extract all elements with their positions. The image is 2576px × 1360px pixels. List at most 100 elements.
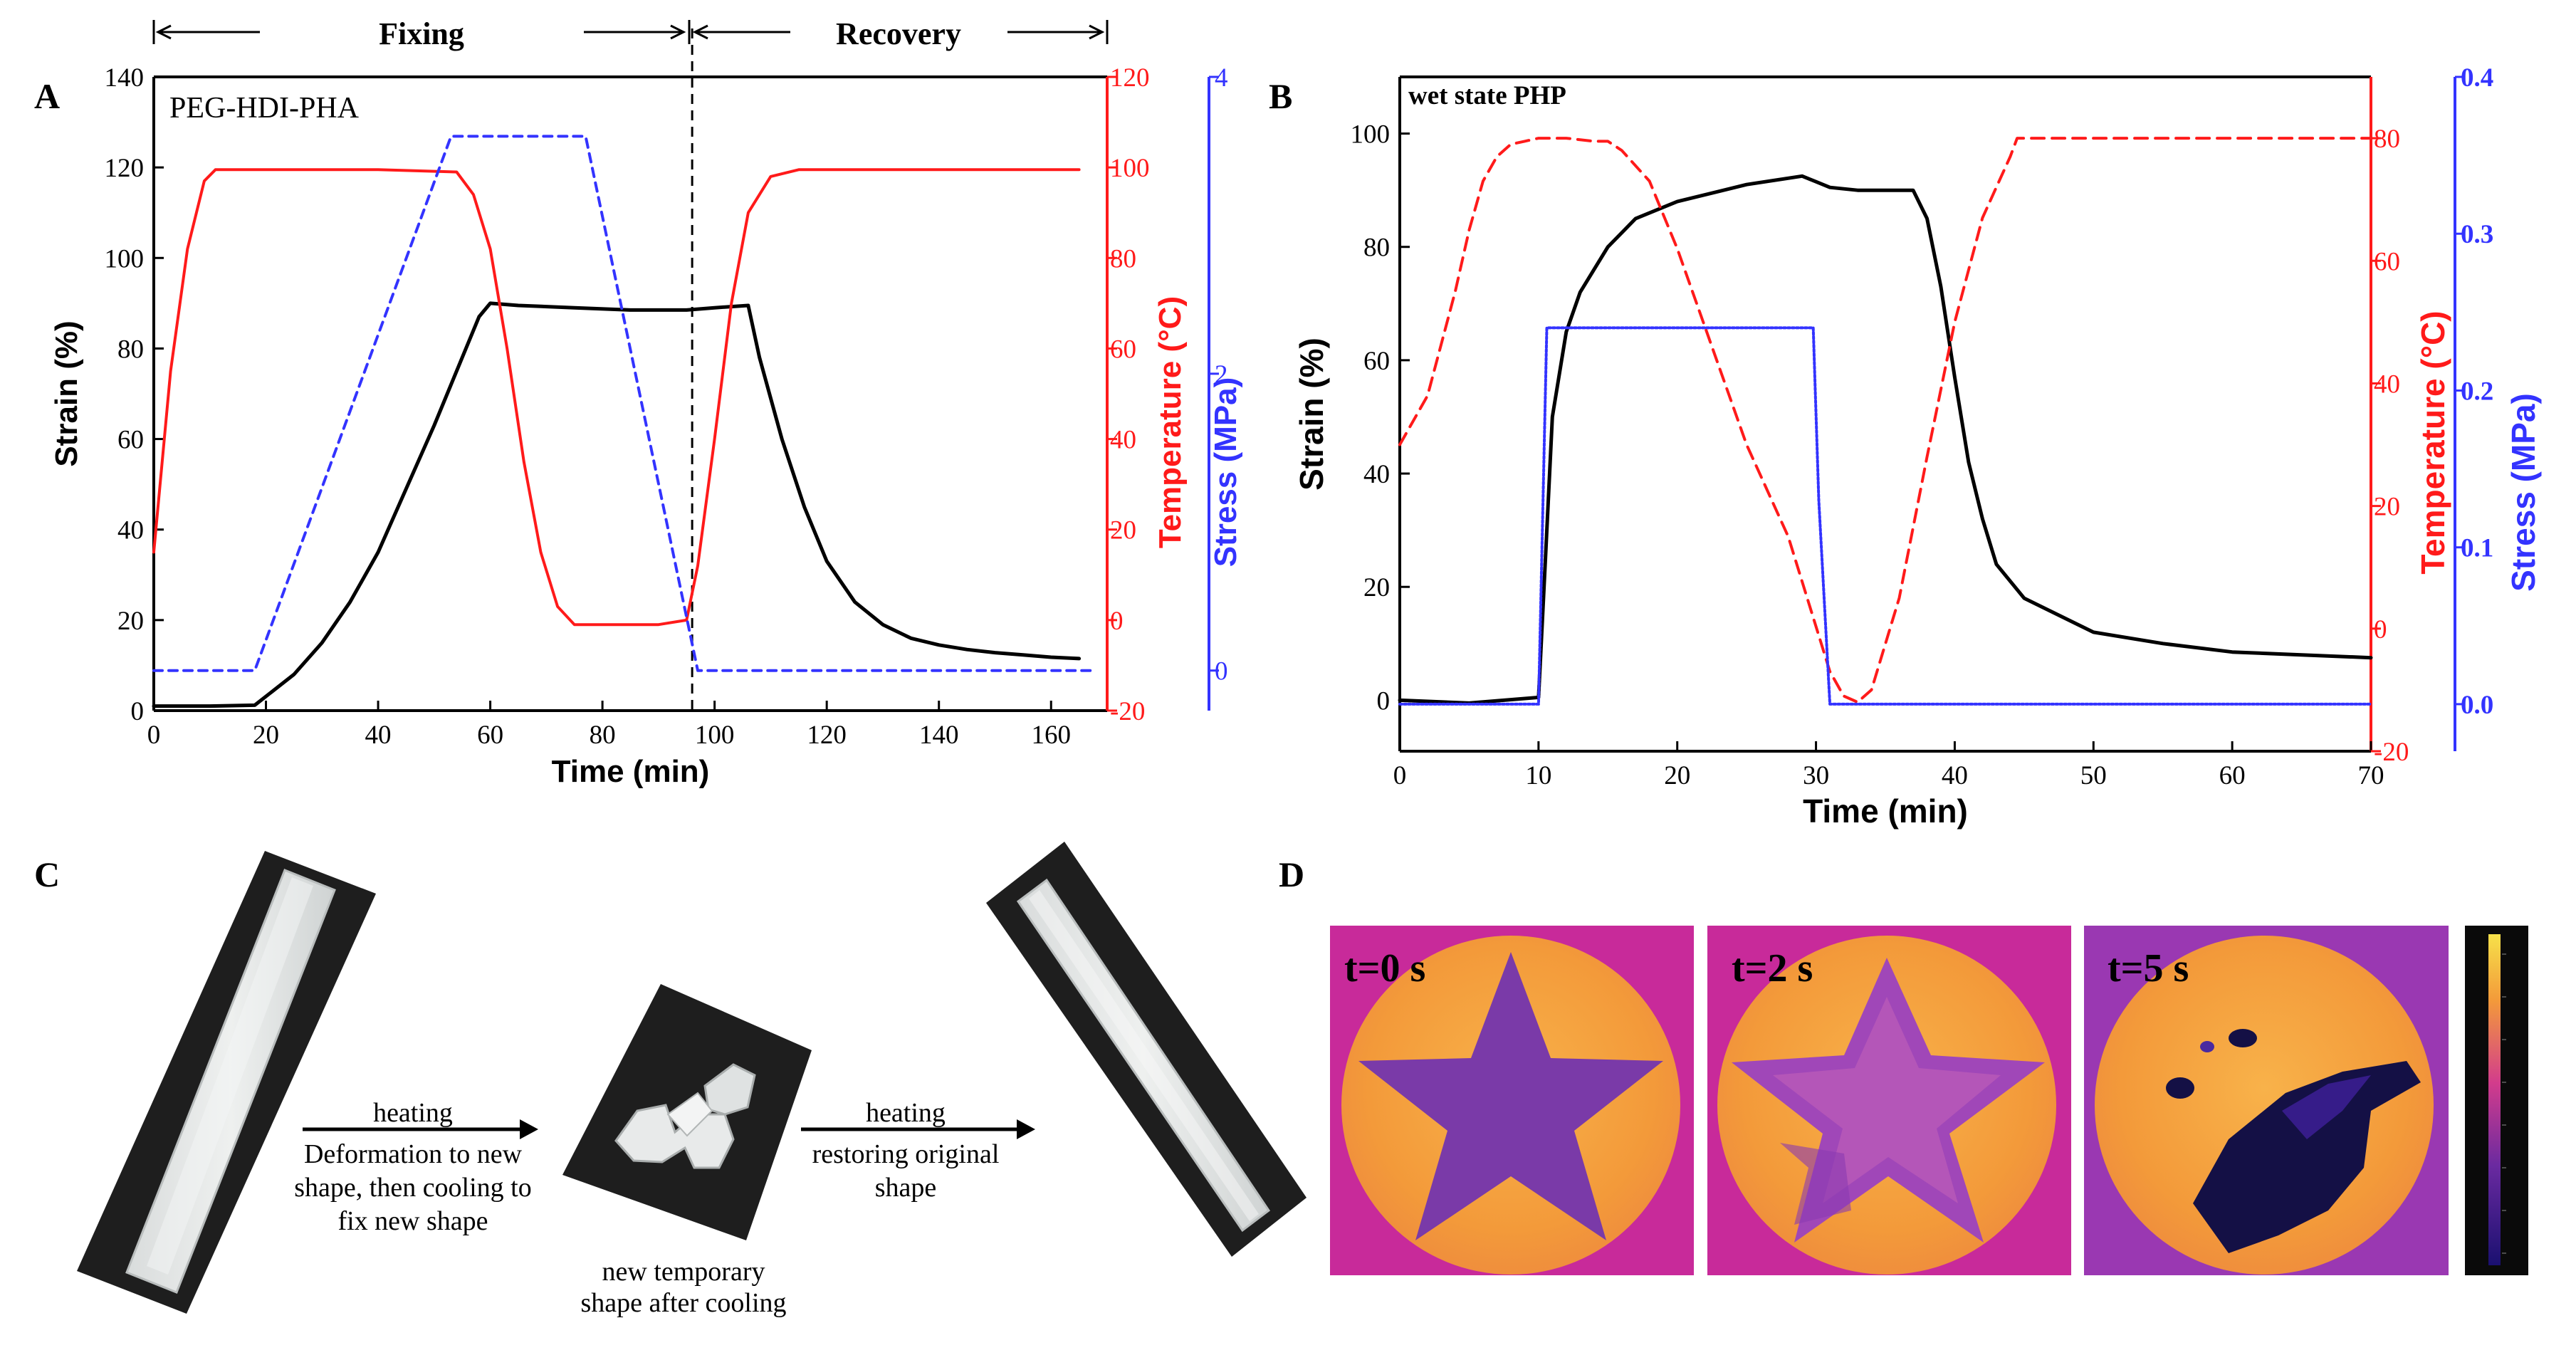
- y-tick-label: 80: [1363, 234, 1390, 263]
- arrow1-bottom-line2: shape, then cooling to: [294, 1173, 531, 1203]
- y3-tick-label: 2: [1215, 360, 1228, 389]
- arrow-heating-1: [303, 1119, 538, 1139]
- x-tick-label: 80: [590, 721, 616, 750]
- x-axis-title: Time (min): [552, 754, 710, 789]
- x-tick-label: 40: [365, 721, 392, 750]
- chart-a: 0 20 40 60 80 100 120 140 160020406080100120140-…: [49, 28, 1243, 789]
- panel-d: D t=0 s t=2 s t=5 s: [1279, 854, 2528, 1275]
- y2-tick-label: -20: [2374, 738, 2409, 767]
- arrow-heating-2: [801, 1119, 1035, 1139]
- thermo-frame-5s: t=5 s: [2084, 926, 2449, 1275]
- panel-a: A Fixing Recovery 0 20 40 60 80 100 120 140 1600…: [34, 16, 1243, 789]
- x-tick-label: 140: [919, 721, 959, 750]
- y3-axis-title: Stress (MPa): [1208, 377, 1243, 567]
- y-tick-label: 140: [105, 63, 145, 93]
- photo-restored-strip: [986, 842, 1307, 1257]
- chart-b: 0 10 20 30 40 50 60 70 0 20 40 60 80 100 -20 0 20 40 60 80 0…: [1293, 63, 2542, 830]
- y3-tick-label: 0.1: [2461, 534, 2493, 563]
- thermo-frame-2s: t=2 s: [1707, 926, 2071, 1275]
- y2-tick-label: 20: [2374, 493, 2400, 522]
- arrow1-top-label: heating: [373, 1098, 453, 1128]
- series-line-temperature: [152, 168, 1081, 627]
- y-tick-label: 20: [1363, 573, 1390, 602]
- frame3-label: t=5 s: [2108, 946, 2189, 990]
- x-tick-label: 50: [2080, 761, 2107, 790]
- chart-inner-title: wet state PHP: [1408, 81, 1566, 110]
- arrow1-bottom-line3: fix new shape: [337, 1206, 488, 1236]
- y3-tick-label: 0.0: [2461, 691, 2493, 720]
- frame2-label: t=2 s: [1732, 946, 1813, 990]
- series-line-stress: [152, 135, 1092, 672]
- arrow2-bottom-line2: shape: [875, 1173, 937, 1203]
- y2-tick-label: 20: [1110, 516, 1136, 545]
- panel-b-letter: B: [1269, 76, 1292, 116]
- panel-c-letter: C: [34, 854, 60, 894]
- y-tick-label: 0: [1377, 686, 1391, 716]
- y2-tick-label: 60: [1110, 335, 1136, 364]
- x-tick-label: 0: [147, 721, 161, 750]
- y-tick-label: 100: [1351, 120, 1391, 150]
- y2-tick-label: 0: [1110, 607, 1124, 636]
- y-tick-label: 80: [117, 335, 144, 364]
- y-tick-label: 120: [105, 154, 145, 183]
- y-tick-label: 60: [117, 426, 144, 455]
- y2-tick-label: 80: [1110, 244, 1136, 273]
- series-line-strain: [152, 301, 1082, 708]
- x-tick-label: 160: [1031, 721, 1071, 750]
- chart-inner-title: PEG-HDI-PHA: [169, 92, 360, 125]
- x-tick-label: 30: [1803, 761, 1829, 790]
- y3-axis-title: Stress (MPa): [2505, 393, 2542, 592]
- y2-tick-label: -20: [1110, 697, 1145, 726]
- thermo-colorbar: [2465, 926, 2528, 1275]
- x-tick-label: 60: [2219, 761, 2246, 790]
- arrow1-bottom-line1: Deformation to new: [304, 1139, 523, 1169]
- x-tick-label: 100: [695, 721, 735, 750]
- photo-temporary-shape: [562, 984, 812, 1240]
- series-line-stress: [1398, 326, 2372, 706]
- y-axis-title: Strain (%): [49, 320, 84, 466]
- x-tick-label: 70: [2358, 761, 2384, 790]
- panel-c: C heating Deformation to new shape, then…: [34, 842, 1307, 1318]
- series-line-strain: [1398, 174, 2373, 705]
- temporary-caption-line2: shape after cooling: [580, 1288, 786, 1318]
- y-tick-label: 40: [1363, 460, 1390, 489]
- y2-tick-label: 40: [2374, 370, 2400, 399]
- panel-d-letter: D: [1279, 854, 1304, 894]
- y2-tick-label: 40: [1110, 426, 1136, 455]
- y-tick-label: 40: [117, 516, 144, 545]
- series-line-temperature: [1398, 137, 2372, 704]
- x-tick-label: 20: [1664, 761, 1690, 790]
- y2-tick-label: 120: [1110, 63, 1150, 93]
- x-tick-label: 20: [253, 721, 279, 750]
- phase-label-recovery: Recovery: [836, 16, 961, 51]
- y-tick-label: 0: [131, 697, 145, 726]
- y3-tick-label: 0.2: [2461, 377, 2493, 406]
- y-axis-title: Strain (%): [1293, 338, 1330, 491]
- y3-tick-label: 0.3: [2461, 220, 2493, 249]
- photo-original-strip: [77, 851, 376, 1314]
- y2-axis-title: Temperature (°C): [2414, 310, 2451, 574]
- y3-tick-label: 0: [1215, 657, 1228, 686]
- x-tick-label: 60: [477, 721, 503, 750]
- x-tick-label: 40: [1942, 761, 1968, 790]
- y2-axis-title: Temperature (°C): [1153, 296, 1188, 548]
- panel-a-letter: A: [34, 76, 60, 116]
- frame1-label: t=0 s: [1344, 946, 1425, 990]
- x-tick-label: 10: [1525, 761, 1551, 790]
- arrow2-top-label: heating: [866, 1098, 946, 1128]
- temporary-caption-line1: new temporary: [602, 1257, 765, 1287]
- phase-header: [152, 20, 1109, 44]
- arrow2-bottom-line1: restoring original: [812, 1139, 1000, 1169]
- thermo-frame-0s: t=0 s: [1330, 926, 1694, 1275]
- y2-tick-label: 100: [1110, 154, 1150, 183]
- panel-b: B 0 10 20 30 40 50 60 70 0 20 40 60 80 100 -20 0 20 40 60 8…: [1269, 63, 2542, 830]
- phase-label-fixing: Fixing: [379, 16, 464, 51]
- y2-tick-label: 60: [2374, 247, 2400, 276]
- x-tick-label: 0: [1393, 761, 1407, 790]
- x-axis-title: Time (min): [1803, 793, 1968, 830]
- y-tick-label: 60: [1363, 347, 1390, 376]
- y2-tick-label: 80: [2374, 125, 2400, 154]
- y3-tick-label: 4: [1215, 63, 1228, 93]
- x-tick-label: 120: [807, 721, 847, 750]
- y-tick-label: 20: [117, 607, 144, 636]
